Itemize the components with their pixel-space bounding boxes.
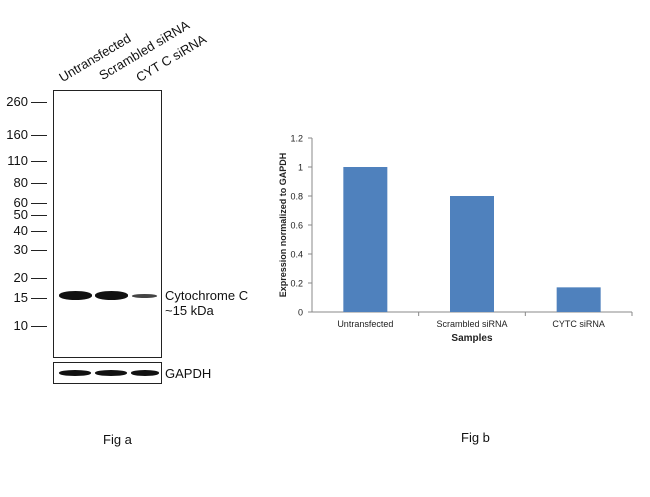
bar-cytc-sirna <box>556 287 601 312</box>
mw-marker-label: 10 <box>13 318 28 333</box>
mw-marker-tick <box>31 202 47 204</box>
mw-marker-label: 40 <box>13 222 28 238</box>
mw-marker-tick <box>31 102 47 103</box>
y-tick-label: 1 <box>298 163 303 173</box>
y-tick-label: 0.2 <box>290 279 303 289</box>
mw-marker-tick <box>31 298 47 300</box>
target-protein-label: Cytochrome C <box>165 288 249 303</box>
mw-marker-tick <box>31 215 47 217</box>
mw-marker-label: 30 <box>13 242 28 258</box>
y-tick-label: 1.2 <box>290 134 303 144</box>
mw-marker-tick <box>31 183 47 185</box>
loading-control-label: GAPDH <box>165 366 212 381</box>
band-cytc-sirna <box>132 294 157 298</box>
fig-a-caption: Fig a <box>103 432 132 447</box>
mw-marker-label: 80 <box>13 175 28 191</box>
bar-untransfected <box>343 167 388 312</box>
mw-marker-label: 50 <box>13 207 28 223</box>
band-untransfected <box>59 291 92 300</box>
mw-marker-label: 260 <box>6 94 28 109</box>
blot-gapdh-membrane <box>53 362 162 384</box>
mw-marker-label: 160 <box>6 127 28 143</box>
mw-marker-tick <box>31 278 47 280</box>
target-size-label: ~15 kDa <box>165 303 214 318</box>
bar-scrambled-sirna <box>450 196 494 312</box>
band-scrambled-sirna <box>95 291 128 300</box>
band-gapdh-scrambled <box>95 370 127 376</box>
x-tick-label: Scrambled siRNA <box>436 319 507 329</box>
y-tick-label: 0 <box>298 308 303 318</box>
mw-marker-tick <box>31 326 47 327</box>
mw-marker-label: 20 <box>13 270 28 286</box>
fig-b-caption: Fig b <box>461 430 490 445</box>
y-tick-label: 0.6 <box>290 221 303 231</box>
band-gapdh-cytc <box>131 370 159 376</box>
x-axis-title: Samples <box>451 333 493 344</box>
mw-marker-label: 60 <box>13 194 28 210</box>
y-tick-label: 0.4 <box>290 250 303 260</box>
mw-marker-label: 110 <box>7 153 28 169</box>
blot-main-membrane <box>53 90 162 358</box>
mw-marker-label: 15 <box>13 290 28 306</box>
mw-marker-tick <box>31 135 47 137</box>
mw-marker-tick <box>31 161 47 163</box>
x-tick-label: CYTC siRNA <box>552 319 605 329</box>
x-tick-label: Untransfected <box>337 319 393 329</box>
y-tick-label: 0.8 <box>290 192 303 202</box>
band-gapdh-untransfected <box>59 370 91 376</box>
mw-marker-tick <box>31 230 47 232</box>
mw-marker-tick <box>31 250 47 252</box>
y-axis-title: Expression normalized to GAPDH <box>278 153 288 298</box>
